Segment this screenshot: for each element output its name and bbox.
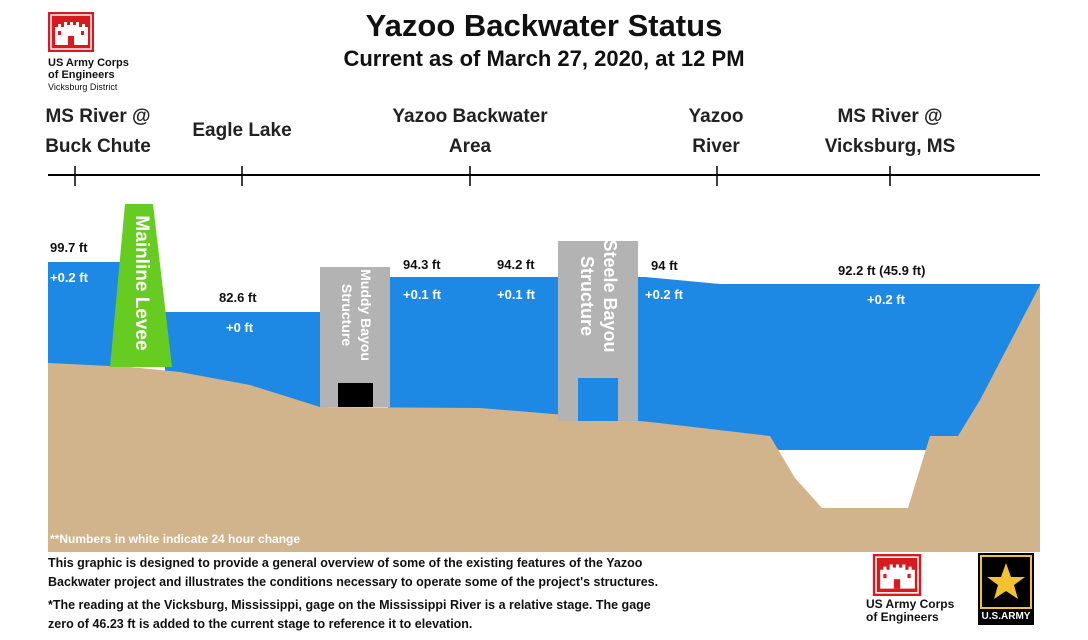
diagram-title: Yazoo Backwater Status [365,8,723,43]
stage-buck-chute: 99.7 ft [50,240,88,255]
change-yazoo-river: +0.2 ft [645,287,683,302]
usace-bottom-line1: US Army Corps [866,597,955,611]
water-backwater-area [388,277,1040,450]
location-buck-chute: MS River @ Buck Chute [45,106,151,157]
change-buck-chute: +0.2 ft [50,270,88,285]
steele-bayou-gate [578,378,618,421]
location-vicksburg: MS River @ Vicksburg, MS [824,106,956,157]
muddy-bayou-gate [338,383,373,407]
usace-logo-top: US Army Corps of Engineers Vicksburg Dis… [48,12,148,92]
location-eagle-lake: Eagle Lake [192,120,292,141]
change-backwater-1: +0.1 ft [403,287,441,302]
levee-label: Mainline Levee [131,215,152,351]
change-vicksburg: +0.2 ft [867,292,905,307]
stage-backwater-2: 94.2 ft [497,257,535,272]
usace-logo-line1: US Army Corps [48,57,129,69]
mainline-levee [110,204,172,367]
castle-logo-icon [48,12,94,52]
diagram-subtitle: Current as of March 27, 2020, at 12 PM [343,46,745,71]
stage-vicksburg: 92.2 ft (45.9 ft) [838,263,926,278]
army-logo-text: U.S.ARMY [978,609,1034,625]
steele-bayou-label: Steele Bayou Structure [577,239,620,353]
usace-logo-bottom: US Army Corps of Engineers [866,554,966,634]
change-eagle-lake: +0 ft [226,320,254,335]
muddy-bayou-label: Muddy Bayou Structure [339,269,374,361]
footnote-vicksburg-gage: *The reading at the Vicksburg, Mississip… [48,598,651,631]
stage-eagle-lake: 82.6 ft [219,290,257,305]
stage-backwater-1: 94.3 ft [403,257,441,272]
usace-bottom-line2: of Engineers [866,610,939,624]
legend-note: **Numbers in white indicate 24 hour chan… [50,532,301,546]
usace-logo-line2: of Engineers [48,69,115,81]
army-star-logo-icon [978,553,1034,611]
change-backwater-2: +0.1 ft [497,287,535,302]
us-army-logo: U.S.ARMY [978,553,1034,625]
location-yazoo-river: Yazoo River [688,106,744,157]
stage-yazoo-river: 94 ft [651,258,678,273]
castle-logo-icon [872,554,922,596]
usace-logo-district: Vicksburg District [48,82,118,92]
footnote-overview: This graphic is designed to provide a ge… [48,556,659,589]
ground-profile [48,285,1040,552]
location-yazoo-backwater-area: Yazoo Backwater Area [392,106,548,157]
